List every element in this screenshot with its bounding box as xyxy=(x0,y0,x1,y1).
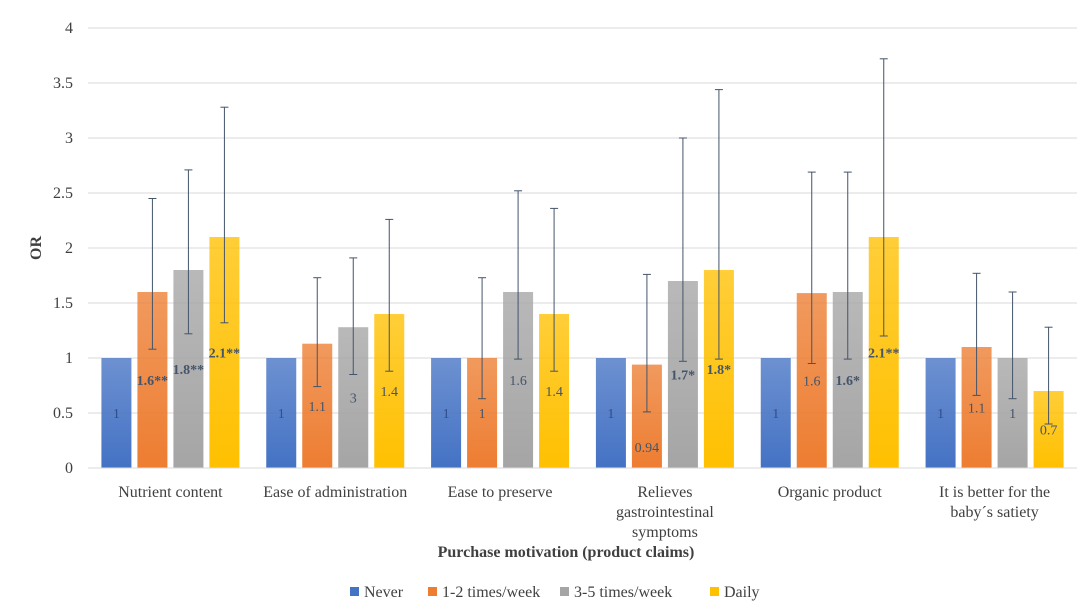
data-label: 1.8** xyxy=(173,363,205,378)
data-label: 1 xyxy=(937,407,944,422)
x-category-label: symptoms xyxy=(632,524,698,541)
data-label: 1 xyxy=(1009,407,1016,422)
x-category-label: Nutrient content xyxy=(118,484,223,501)
data-label: 1.6 xyxy=(509,374,527,389)
data-label: 1.4 xyxy=(381,385,399,400)
y-tick-label: 2 xyxy=(65,240,73,257)
y-tick-label: 4 xyxy=(65,20,73,37)
data-labels: 1 1.6** 1.8** 2.1** 1 1.1 3 1.4 1 1 1.6 1.4 1 0.94 1.7… xyxy=(113,347,1057,457)
bar xyxy=(760,358,791,468)
bar xyxy=(595,358,626,468)
gridlines xyxy=(88,27,1077,469)
legend-label: 3-5 times/week xyxy=(574,584,672,601)
y-axis-ticks: 0 0.5 1 1.5 2 2.5 3 3.5 4 xyxy=(53,20,73,477)
y-tick-label: 1.5 xyxy=(53,295,73,312)
x-axis-title: Purchase motivation (product claims) xyxy=(438,544,695,561)
data-label: 1 xyxy=(772,407,779,422)
data-label: 1.8* xyxy=(707,363,732,378)
x-category-label: Organic product xyxy=(778,484,883,501)
legend-swatch xyxy=(560,587,569,596)
bar xyxy=(925,358,956,468)
data-label: 3 xyxy=(350,392,357,407)
x-category-label: baby´s satiety xyxy=(950,504,1038,521)
x-category-label: gastrointestinal xyxy=(616,504,714,521)
legend-swatch xyxy=(428,587,437,596)
data-label: 1.6** xyxy=(137,374,169,389)
y-tick-label: 3.5 xyxy=(53,75,73,92)
legend-label: 1-2 times/week xyxy=(442,584,540,601)
data-label: 1.6 xyxy=(803,375,821,390)
y-tick-label: 3 xyxy=(65,130,73,147)
data-label: 1.1 xyxy=(309,400,327,415)
data-label: 1 xyxy=(113,407,120,422)
y-tick-label: 0 xyxy=(65,460,73,477)
data-label: 2.1** xyxy=(868,347,900,362)
y-tick-label: 0.5 xyxy=(53,405,73,422)
x-category-label: It is better for the xyxy=(939,484,1050,501)
legend-label: Daily xyxy=(724,584,760,601)
y-tick-label: 1 xyxy=(65,350,73,367)
x-category-label: Relieves xyxy=(637,484,692,501)
bars xyxy=(101,237,1064,468)
data-label: 1 xyxy=(278,407,285,422)
data-label: 0.94 xyxy=(635,441,660,456)
data-label: 1 xyxy=(607,407,614,422)
x-category-label: Ease to preserve xyxy=(448,484,553,501)
y-axis-title: OR xyxy=(28,236,45,260)
bar xyxy=(431,358,462,468)
data-label: 1 xyxy=(443,407,450,422)
x-category-label: Ease of administration xyxy=(263,484,407,501)
error-bars xyxy=(148,58,1053,425)
data-label: 0.7 xyxy=(1040,424,1058,439)
legend-label: Never xyxy=(364,584,404,601)
data-label: 2.1** xyxy=(209,347,241,362)
legend-swatch xyxy=(710,587,719,596)
bar xyxy=(266,358,297,468)
legend: Never 1-2 times/week 3-5 times/week Daily xyxy=(350,584,760,601)
data-label: 1.6* xyxy=(836,374,861,389)
y-tick-label: 2.5 xyxy=(53,185,73,202)
legend-swatch xyxy=(350,587,359,596)
data-label: 1.1 xyxy=(968,402,986,417)
data-label: 1.7* xyxy=(671,369,696,384)
data-label: 1.4 xyxy=(545,385,563,400)
bar xyxy=(101,358,132,468)
data-label: 1 xyxy=(479,407,486,422)
